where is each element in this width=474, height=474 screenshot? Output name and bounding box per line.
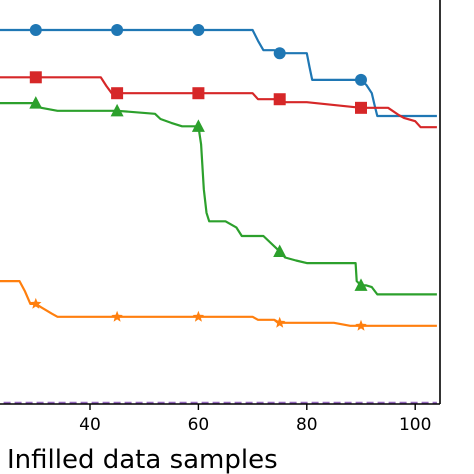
series-line: [0, 280, 437, 327]
data-point-square: [355, 101, 367, 114]
data-point-circle: [192, 24, 205, 36]
data-point-star: [30, 297, 42, 309]
series-3: [0, 96, 437, 296]
data-point-square: [29, 71, 42, 84]
data-point-star: [111, 310, 123, 322]
data-point-triangle: [191, 119, 205, 132]
series-1: [0, 24, 437, 118]
data-point-star: [192, 310, 205, 322]
data-point-triangle: [29, 96, 43, 109]
data-point-triangle: [354, 278, 368, 291]
x-tick-label: 80: [296, 415, 318, 435]
data-point-triangle: [273, 244, 287, 257]
x-tick-label: 60: [188, 415, 210, 435]
x-axis-label: Infilled data samples: [7, 445, 278, 474]
x-tick-label: 100: [399, 415, 431, 435]
series-2: [0, 71, 437, 129]
data-point-square: [111, 87, 124, 100]
data-point-circle: [29, 24, 42, 36]
series-layer: [0, 24, 437, 404]
data-point-star: [274, 316, 286, 328]
data-point-circle: [355, 73, 367, 86]
series-line: [0, 76, 437, 129]
data-point-star: [355, 319, 367, 331]
data-point-circle: [111, 24, 124, 36]
data-point-square: [192, 87, 205, 100]
series-line: [0, 101, 437, 296]
x-tick-label: 40: [79, 415, 101, 435]
data-point-square: [273, 93, 286, 106]
series-4: [0, 280, 437, 331]
series-line: [0, 28, 437, 118]
x-ticks: 40 60 80 100: [79, 404, 431, 435]
data-point-triangle: [110, 103, 124, 117]
data-point-circle: [273, 47, 286, 60]
